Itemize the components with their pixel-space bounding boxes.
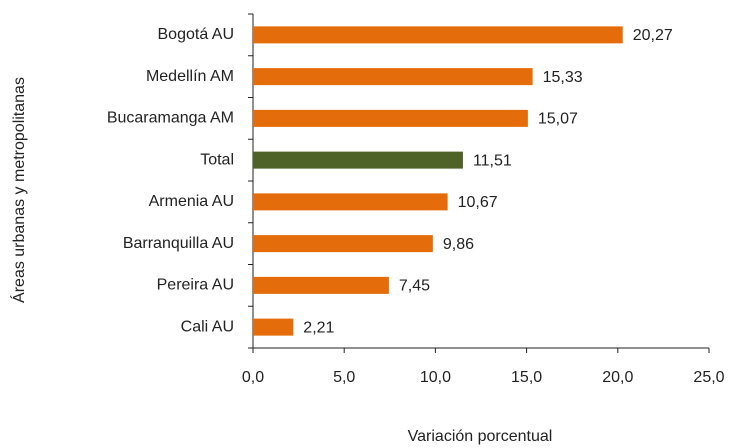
x-tick-label: 15,0 <box>511 369 542 386</box>
value-label: 7,45 <box>399 278 430 295</box>
value-label: 11,51 <box>473 152 512 169</box>
value-label: 9,86 <box>443 236 474 253</box>
value-label: 15,33 <box>543 69 583 86</box>
bar <box>253 109 528 127</box>
value-label: 20,27 <box>633 27 673 44</box>
bar <box>253 235 433 253</box>
value-label: 10,67 <box>458 194 498 211</box>
y-tick-label: Medellín AM <box>146 68 234 85</box>
value-label: 2,21 <box>303 319 334 336</box>
y-tick-label: Cali AU <box>181 318 234 335</box>
bar <box>253 318 294 336</box>
x-tick-label: 20,0 <box>602 369 633 386</box>
y-tick-label: Pereira AU <box>157 277 234 294</box>
x-tick-label: 5,0 <box>333 369 355 386</box>
x-tick-label: 25,0 <box>693 369 724 386</box>
bar <box>253 276 389 294</box>
y-tick-label: Armenia AU <box>149 193 234 210</box>
bar <box>253 193 448 211</box>
y-axis-label: Áreas urbanas y metropolitanas <box>9 77 28 303</box>
bar <box>253 68 533 86</box>
bar <box>253 26 623 44</box>
value-label: 15,07 <box>538 111 578 128</box>
bar <box>253 151 463 169</box>
y-tick-label: Total <box>200 151 234 168</box>
y-tick-label: Bucaramanga AM <box>107 110 234 127</box>
y-tick-label: Barranquilla AU <box>123 235 234 252</box>
x-tick-label: 0,0 <box>242 369 264 386</box>
x-axis-label: Variación porcentual <box>408 428 553 445</box>
x-tick-label: 10,0 <box>420 369 451 386</box>
y-tick-label: Bogotá AU <box>158 26 235 43</box>
